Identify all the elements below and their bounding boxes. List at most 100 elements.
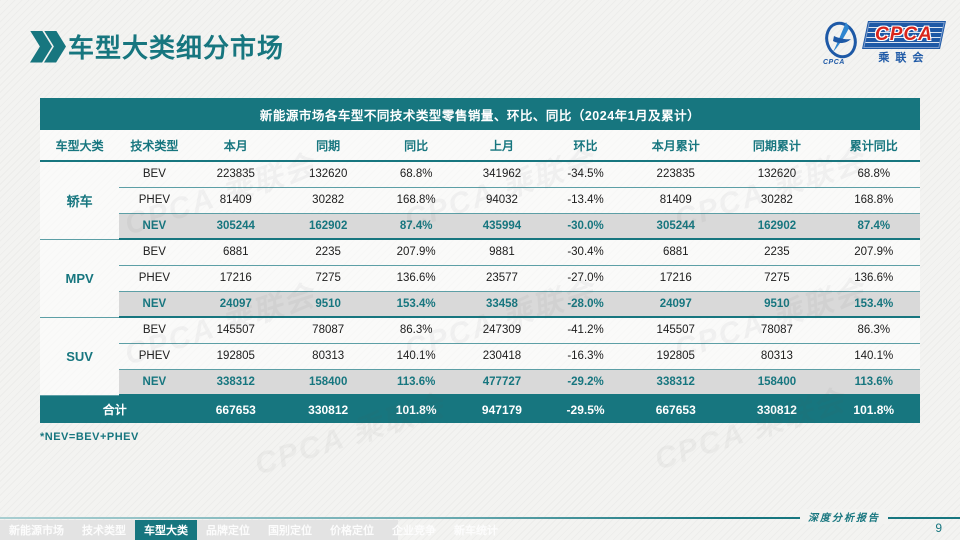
bottom-nav: 新能源市场 技术类型 车型大类 品牌定位 国别定位 价格定位 企业竞争 新车统计 (0, 520, 498, 540)
nav-item-inactive[interactable]: 品牌定位 (206, 525, 250, 537)
value-cell: 81409 (189, 187, 282, 214)
value-cell: 223835 (625, 161, 727, 188)
value-cell: 145507 (625, 317, 727, 344)
value-cell: 338312 (625, 369, 727, 396)
value-cell: 305244 (189, 213, 282, 240)
tech-type-cell: PHEV (119, 187, 190, 214)
value-cell: 78087 (281, 317, 375, 344)
value-cell: 136.6% (374, 265, 458, 292)
value-cell: 162902 (726, 213, 828, 240)
total-value-cell: 330812 (281, 395, 375, 423)
nav-item-inactive[interactable]: 企业竞争 (392, 525, 436, 537)
nav-item-inactive[interactable]: 新车统计 (454, 525, 498, 537)
value-cell: 6881 (189, 239, 282, 266)
table-row: PHEV 17216 7275 136.6% 23577 -27.0% 17216 7275 1… (40, 265, 920, 292)
total-value-cell: 667653 (189, 395, 282, 423)
value-cell: 477727 (457, 369, 546, 396)
total-row: 合计 667653 330812 101.8% 947179 -29.5% 667653 33… (40, 395, 920, 423)
total-value-cell: -29.5% (545, 395, 626, 423)
table-header-row: 车型大类 技术类型 本月 同期 同比 上月 环比 本月累计 同期累计 累计同比 (40, 130, 920, 162)
value-cell: 145507 (189, 317, 282, 344)
total-value-cell: 101.8% (827, 395, 920, 423)
value-cell: 230418 (457, 343, 546, 370)
value-cell: 9881 (457, 239, 546, 266)
value-cell: 86.3% (374, 317, 458, 344)
value-cell: 305244 (625, 213, 727, 240)
table-row: 轿车 BEV 223835 132620 68.8% 341962 -34.5% 223835… (40, 161, 920, 240)
category-cell: MPV (40, 239, 120, 318)
value-cell: 23577 (457, 265, 546, 292)
value-cell: 192805 (625, 343, 727, 370)
value-cell: 9510 (281, 291, 375, 318)
value-cell: 223835 (189, 161, 282, 188)
value-cell: 17216 (625, 265, 727, 292)
table-row: PHEV 192805 80313 140.1% 230418 -16.3% 192805 8… (40, 343, 920, 370)
nav-item-inactive[interactable]: 新能源市场 (9, 525, 64, 537)
value-cell: 86.3% (827, 317, 920, 344)
value-cell: 2235 (281, 239, 375, 266)
value-cell: 168.8% (827, 187, 920, 214)
value-cell: 113.6% (374, 369, 458, 396)
nav-item-inactive[interactable]: 国别定位 (268, 525, 312, 537)
value-cell: 81409 (625, 187, 727, 214)
tech-type-cell: NEV (119, 213, 190, 240)
value-cell: 68.8% (374, 161, 458, 188)
tech-type-cell: BEV (119, 317, 190, 344)
nav-item-active[interactable]: 车型大类 (135, 520, 197, 540)
value-cell: 140.1% (827, 343, 920, 370)
logo-subtext: 乘联会 (878, 51, 930, 64)
table-row: NEV 24097 9510 153.4% 33458 -28.0% 24097 9510 15… (40, 291, 920, 318)
value-cell: 80313 (281, 343, 375, 370)
tech-type-cell: BEV (119, 239, 190, 266)
value-cell: -34.5% (545, 161, 626, 188)
value-cell: -28.0% (545, 291, 626, 318)
logo-plate: CPCA (863, 21, 945, 48)
tech-type-cell: NEV (119, 291, 190, 318)
table-row: NEV 338312 158400 113.6% 477727 -29.2% 338312 1… (40, 369, 920, 396)
table-footnote: *NEV=BEV+PHEV (40, 431, 139, 443)
chevron-right-icon (44, 30, 66, 63)
total-value-cell: 667653 (625, 395, 727, 423)
value-cell: 247309 (457, 317, 546, 344)
column-header: 同比 (374, 130, 458, 162)
value-cell: 192805 (189, 343, 282, 370)
value-cell: 9510 (726, 291, 828, 318)
column-header: 同期累计 (726, 130, 828, 162)
value-cell: 341962 (457, 161, 546, 188)
value-cell: 24097 (189, 291, 282, 318)
data-table: 车型大类 技术类型 本月 同期 同比 上月 环比 本月累计 同期累计 累计同比 轿车 BEV 2238… (40, 130, 920, 423)
value-cell: -13.4% (545, 187, 626, 214)
value-cell: 113.6% (827, 369, 920, 396)
value-cell: 136.6% (827, 265, 920, 292)
value-cell: 80313 (726, 343, 828, 370)
column-header: 上月 (457, 130, 546, 162)
value-cell: 30282 (281, 187, 375, 214)
value-cell: 140.1% (374, 343, 458, 370)
total-value-cell: 330812 (726, 395, 828, 423)
table-title: 新能源市场各车型不同技术类型零售销量、环比、同比（2024年1月及累计） (40, 98, 920, 130)
value-cell: 87.4% (827, 213, 920, 240)
nav-item-inactive[interactable]: 技术类型 (82, 525, 126, 537)
value-cell: -29.2% (545, 369, 626, 396)
data-table-section: 新能源市场各车型不同技术类型零售销量、环比、同比（2024年1月及累计） 车型大… (40, 98, 920, 443)
nav-item-inactive[interactable]: 价格定位 (330, 525, 374, 537)
tech-type-cell: PHEV (119, 265, 190, 292)
table-body: 轿车 BEV 223835 132620 68.8% 341962 -34.5% 223835… (40, 161, 920, 423)
table-row: SUV BEV 145507 78087 86.3% 247309 -41.2% 145507… (40, 317, 920, 396)
column-header: 环比 (545, 130, 626, 162)
table-row: NEV 305244 162902 87.4% 435994 -30.0% 305244 16… (40, 213, 920, 240)
value-cell: 153.4% (827, 291, 920, 318)
value-cell: 132620 (281, 161, 375, 188)
value-cell: 158400 (726, 369, 828, 396)
category-cell: 轿车 (40, 161, 120, 240)
total-value-cell: 947179 (457, 395, 546, 423)
value-cell: 94032 (457, 187, 546, 214)
value-cell: 338312 (189, 369, 282, 396)
tech-type-cell: PHEV (119, 343, 190, 370)
table-row: MPV BEV 6881 2235 207.9% 9881 -30.4% 6881 2235 20… (40, 239, 920, 318)
value-cell: 153.4% (374, 291, 458, 318)
column-header: 车型大类 (40, 130, 120, 162)
category-cell: SUV (40, 317, 120, 396)
column-header: 本月 (189, 130, 282, 162)
page-title: 车型大类细分市场 (68, 33, 285, 63)
